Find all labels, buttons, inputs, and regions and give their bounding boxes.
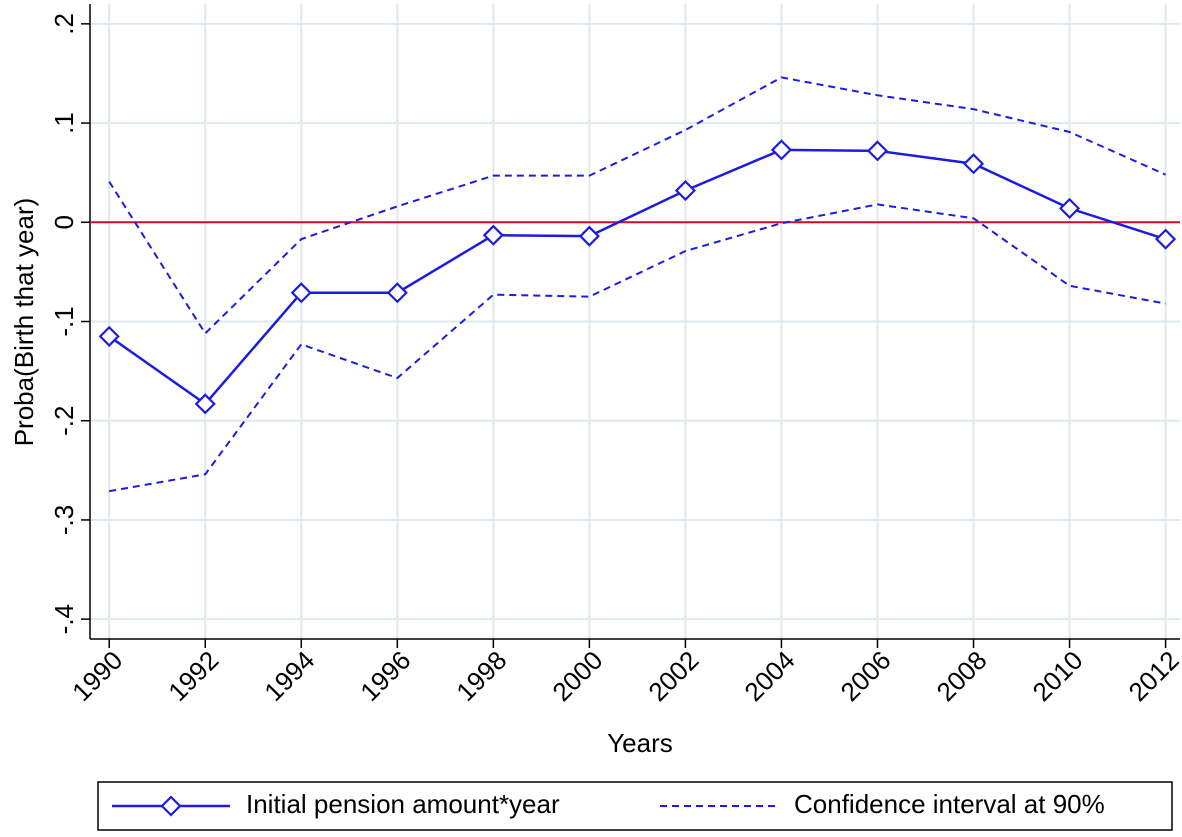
x-tick-label: 2000 [546, 645, 608, 707]
marker [482, 224, 504, 246]
x-tick-label: 1992 [162, 645, 224, 707]
marker [866, 140, 889, 162]
legend-marker [160, 795, 182, 817]
x-axis-title: Years [607, 728, 673, 758]
y-tick-label: .1 [49, 112, 79, 134]
y-tick-label: 0 [49, 215, 79, 229]
marker [578, 225, 600, 247]
series-line [108, 76, 1166, 335]
x-tick-label: 2012 [1123, 645, 1182, 707]
marker [194, 393, 216, 415]
x-tick-label: 1996 [354, 645, 416, 707]
x-tick-label: 1990 [66, 645, 128, 707]
x-tick-label: 2004 [738, 645, 800, 707]
y-tick-label: -.1 [49, 306, 79, 336]
y-tick-label: -.4 [49, 604, 79, 634]
x-tick-label: 1998 [450, 645, 512, 707]
legend-box [97, 781, 1173, 831]
marker [1155, 228, 1177, 250]
marker [98, 325, 120, 347]
y-tick-label: -.3 [49, 505, 79, 535]
series-line [108, 148, 1166, 406]
x-tick-label: 2002 [642, 645, 704, 707]
x-tick-label: 1994 [258, 645, 320, 707]
marker [962, 153, 985, 175]
marker [770, 139, 793, 161]
legend-label: Confidence interval at 90% [794, 789, 1105, 819]
x-tick-label: 2006 [834, 645, 896, 707]
marker [674, 179, 696, 202]
marker [290, 282, 312, 304]
legend-label: Initial pension amount*year [246, 789, 560, 819]
marker [386, 282, 408, 304]
x-tick-label: 2008 [931, 645, 993, 707]
y-tick-label: -.2 [49, 406, 79, 436]
y-tick-label: .2 [49, 13, 79, 35]
x-tick-label: 2010 [1027, 645, 1089, 707]
series-line [109, 203, 1166, 493]
marker [1059, 197, 1081, 219]
y-axis-title: Proba(Birth that year) [9, 198, 39, 447]
